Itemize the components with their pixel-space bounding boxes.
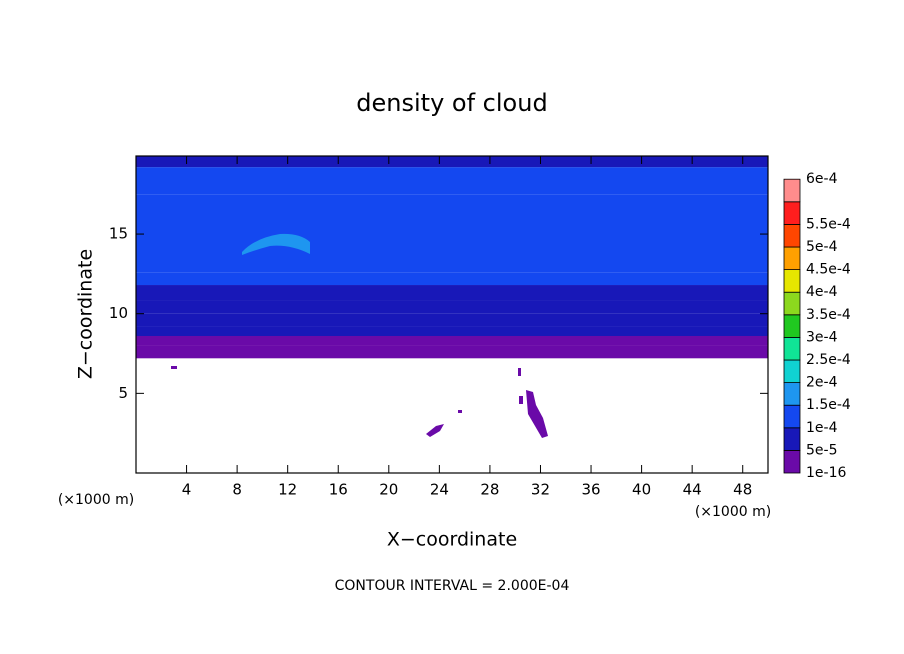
x-tick-label: 40	[632, 481, 651, 499]
contour-band	[136, 300, 768, 314]
colorbar-box	[783, 178, 801, 203]
contour-band	[136, 345, 768, 359]
x-tick-label: 36	[581, 481, 600, 499]
colorbar-box	[783, 314, 801, 338]
x-tick-label: 24	[430, 481, 449, 499]
colorbar-label: 5e-4	[806, 239, 838, 255]
colorbar-label: 1e-4	[806, 420, 838, 436]
contour-region	[171, 366, 523, 413]
contour-band	[136, 285, 768, 301]
colorbar-box	[783, 246, 801, 271]
contour-region	[526, 390, 548, 438]
colorbar-label: 4.5e-4	[806, 262, 851, 278]
contour-band	[136, 313, 768, 327]
y-tick-label: 10	[109, 304, 128, 322]
contour-blobs	[171, 233, 548, 438]
y-tick-label: 15	[109, 225, 128, 243]
contour-band	[136, 156, 768, 168]
x-tick-label: 44	[683, 481, 702, 499]
colorbar-label: 3.5e-4	[806, 307, 851, 323]
colorbar-label: 2.5e-4	[806, 352, 851, 368]
x-tick-label: 20	[379, 481, 398, 499]
colorbar-box	[783, 404, 801, 429]
x-axis-title: X−coordinate	[387, 529, 517, 551]
colorbar-box	[783, 223, 801, 248]
x-tick-label: 32	[531, 481, 550, 499]
x-tick-label: 48	[733, 481, 752, 499]
plot-area	[136, 156, 768, 359]
contour-band	[136, 194, 768, 273]
contour-band	[136, 336, 768, 346]
colorbar-label: 4e-4	[806, 284, 838, 300]
plot-frame	[135, 155, 769, 474]
colorbar-label: 6e-4	[806, 171, 838, 187]
colorbar-box	[783, 359, 801, 384]
x-tick-label: 4	[182, 481, 192, 499]
contour-band	[136, 326, 768, 337]
y-unit: (×1000 m)	[58, 492, 134, 508]
colorbar-label: 3e-4	[806, 329, 838, 345]
x-unit: (×1000 m)	[695, 504, 771, 520]
colorbar-box	[783, 291, 801, 316]
x-tick-label: 28	[480, 481, 499, 499]
contour-region	[242, 233, 310, 255]
colorbar-box	[783, 449, 801, 474]
colorbar-box	[783, 382, 801, 406]
footer: CONTOUR INTERVAL = 2.000E-04	[335, 578, 570, 594]
colorbar-box	[783, 336, 801, 361]
y-axis-title: Z−coordinate	[75, 249, 97, 379]
contour-band	[136, 272, 768, 286]
colorbar-box	[783, 269, 801, 293]
colorbar-label: 5.5e-4	[806, 216, 851, 232]
colorbar-box	[783, 201, 801, 225]
contour-region	[426, 424, 444, 437]
y-tick-label: 5	[118, 384, 128, 402]
colorbar-box	[783, 427, 801, 451]
colorbar-label: 2e-4	[806, 375, 838, 391]
colorbar-label: 1.5e-4	[806, 397, 851, 413]
colorbar-label: 5e-5	[806, 442, 837, 458]
contour-band	[136, 167, 768, 195]
x-tick-label: 16	[329, 481, 348, 499]
colorbar-label: 1e-16	[806, 465, 846, 481]
chart-title: density of cloud	[356, 89, 547, 117]
x-tick-label: 12	[278, 481, 297, 499]
x-tick-label: 8	[232, 481, 242, 499]
